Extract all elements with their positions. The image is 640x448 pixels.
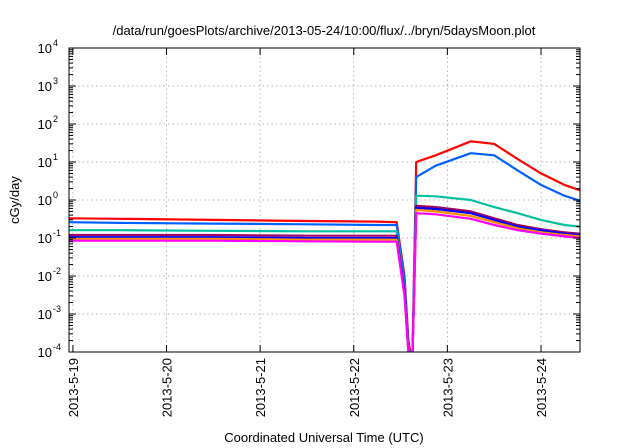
- chart-title: /data/run/goesPlots/archive/2013-05-24/1…: [113, 23, 536, 38]
- y-tick-exponent: -2: [53, 266, 61, 276]
- grid-lines: [69, 48, 580, 352]
- series-line-3: [69, 194, 580, 352]
- y-tick-mantissa: 10: [38, 231, 52, 246]
- x-tick-label: 2013-5-23: [440, 358, 455, 417]
- y-tick-exponent: 3: [53, 76, 58, 86]
- y-tick-exponent: 1: [53, 152, 58, 162]
- series-line-4: [69, 204, 580, 352]
- y-tick-mantissa: 10: [38, 155, 52, 170]
- x-axis-ticks: 2013-5-19 2013-5-20 2013-5-21 2013-5-22 2013…: [66, 48, 549, 417]
- y-tick-label: 10 1: [38, 152, 58, 170]
- y-tick-exponent: 4: [53, 38, 58, 48]
- y-tick-label: 10 -3: [38, 304, 61, 322]
- y-tick-label: 10 2: [38, 114, 58, 132]
- x-axis-label: Coordinated Universal Time (UTC): [224, 430, 423, 445]
- y-tick-label: 10 0: [38, 190, 58, 208]
- y-tick-label: 10 3: [38, 76, 58, 94]
- series-line-2: [69, 152, 580, 352]
- y-tick-label: 10 -1: [38, 228, 61, 246]
- series-line-1: [69, 140, 580, 352]
- series-line-7: [69, 212, 580, 352]
- y-tick-exponent: -4: [53, 342, 61, 352]
- y-tick-label: 10 -4: [38, 342, 61, 360]
- y-tick-exponent: 0: [53, 190, 58, 200]
- y-tick-label: 10 -2: [38, 266, 61, 284]
- series-line-5: [69, 206, 580, 352]
- series-line-6: [69, 208, 580, 352]
- y-axis-label: cGy/day: [7, 176, 22, 224]
- y-tick-mantissa: 10: [38, 117, 52, 132]
- y-tick-label: 10 4: [38, 38, 58, 56]
- y-tick-mantissa: 10: [38, 79, 52, 94]
- x-tick-label: 2013-5-21: [253, 358, 268, 417]
- x-tick-label: 2013-5-19: [66, 358, 81, 417]
- y-tick-mantissa: 10: [38, 41, 52, 56]
- x-tick-label: 2013-5-24: [534, 358, 549, 417]
- y-tick-exponent: -3: [53, 304, 61, 314]
- y-tick-exponent: 2: [53, 114, 58, 124]
- x-tick-label: 2013-5-20: [160, 358, 175, 417]
- y-tick-mantissa: 10: [38, 269, 52, 284]
- y-tick-mantissa: 10: [38, 307, 52, 322]
- y-tick-mantissa: 10: [38, 345, 52, 360]
- x-tick-label: 2013-5-22: [347, 358, 362, 417]
- y-tick-mantissa: 10: [38, 193, 52, 208]
- series-lines: [69, 140, 580, 352]
- y-tick-exponent: -1: [53, 228, 61, 238]
